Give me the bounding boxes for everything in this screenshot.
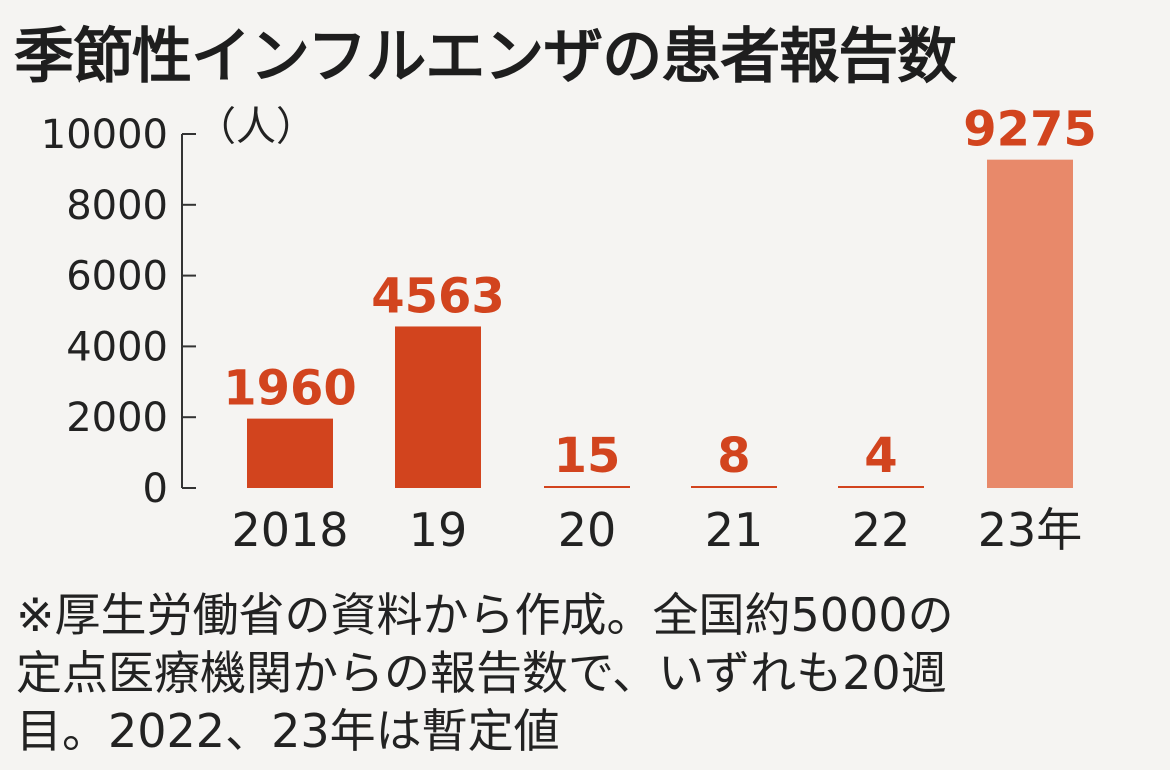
bars — [247, 159, 1073, 489]
footnote: ※厚生労働省の資料から作成。全国約5000の 定点医療機関からの報告数で、いずれ… — [16, 586, 1156, 760]
y-tick-label: 2000 — [66, 395, 168, 441]
y-tick-label: 10000 — [41, 112, 168, 158]
y-tick-label: 4000 — [66, 324, 168, 370]
bar-value-label: 4 — [864, 428, 897, 484]
x-category-label: 19 — [409, 503, 468, 557]
x-category-label: 22 — [852, 503, 911, 557]
x-category-label: 2018 — [231, 503, 348, 557]
bar-value-label: 9275 — [963, 102, 1097, 158]
y-tick-label: 0 — [143, 466, 168, 512]
bar — [247, 418, 333, 488]
bar-value-label: 8 — [717, 428, 750, 484]
category-labels: 2018 19 20 21 22 23年 — [231, 503, 1082, 557]
footnote-line: 定点医療機関からの報告数で、いずれも20週 — [16, 646, 947, 700]
x-category-label: 20 — [558, 503, 617, 557]
bar — [987, 159, 1073, 489]
bar-value-label: 1960 — [223, 361, 357, 417]
x-category-label: 21 — [705, 503, 764, 557]
y-axis: 0 2000 4000 6000 8000 10000 — [41, 112, 196, 512]
y-tick-label: 6000 — [66, 254, 168, 300]
bar-value-label: 15 — [554, 428, 621, 484]
bar — [838, 486, 924, 488]
bar — [544, 486, 630, 488]
footnote-line: ※厚生労働省の資料から作成。全国約5000の — [16, 588, 954, 642]
bar — [691, 486, 777, 488]
footnote-line: 目。2022、23年は暫定値 — [16, 704, 560, 758]
bar-value-label: 4563 — [371, 268, 505, 324]
chart-title: 季節性インフルエンザの患者報告数 — [14, 22, 957, 92]
bar — [395, 326, 481, 488]
x-category-label: 23年 — [978, 503, 1083, 557]
y-axis-unit-label: （人） — [196, 104, 316, 150]
y-tick-label: 8000 — [66, 183, 168, 229]
